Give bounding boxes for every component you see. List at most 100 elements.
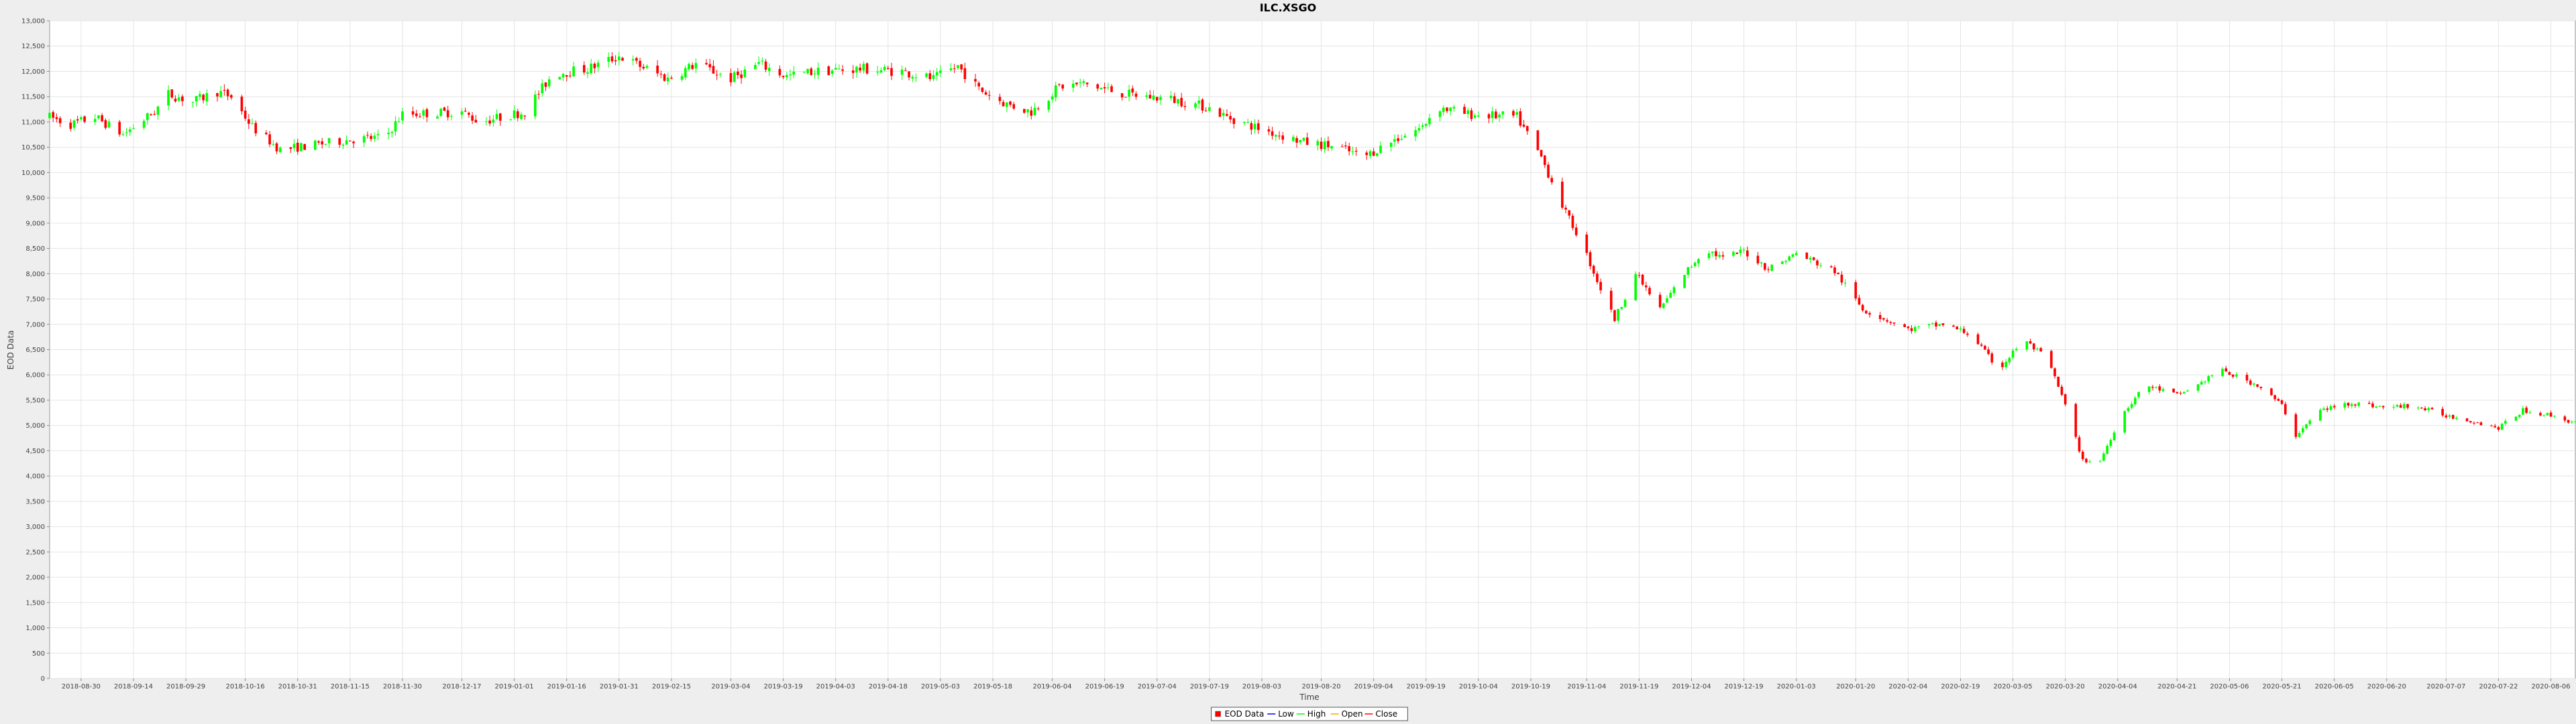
candle-body (1990, 353, 1994, 363)
candle (1564, 204, 1567, 214)
candle (590, 58, 592, 75)
candle (240, 95, 244, 115)
candle (2235, 372, 2238, 379)
candle (107, 119, 111, 129)
candle (2207, 375, 2210, 384)
candle (764, 58, 767, 72)
candle-body (2221, 369, 2224, 376)
candle-body (635, 58, 638, 61)
candle-body (1585, 234, 1589, 253)
candle-body (1012, 104, 1016, 109)
candle (558, 76, 561, 80)
candle-body (610, 56, 614, 62)
candle-body (425, 109, 429, 117)
candle (2008, 356, 2011, 365)
candle (2448, 414, 2451, 419)
candle (1648, 286, 1651, 296)
candle-body (1197, 101, 1201, 104)
candle (2057, 376, 2060, 387)
candle (1599, 278, 1602, 294)
candle-body (1907, 326, 1910, 328)
candle (2350, 402, 2353, 409)
candle-body (1177, 99, 1179, 104)
candle (55, 113, 58, 123)
candle (1246, 118, 1249, 124)
candle (1809, 255, 1812, 263)
candle (684, 65, 687, 80)
candle (509, 119, 513, 121)
candle (2371, 401, 2374, 409)
candle (572, 62, 575, 77)
candle-body (1033, 107, 1036, 115)
candle-body (1805, 253, 1809, 259)
candle-body (2088, 461, 2091, 463)
candle (2332, 404, 2336, 410)
candle (436, 114, 439, 119)
candle (1278, 131, 1281, 140)
candle-body (248, 119, 250, 124)
candle-body (1571, 215, 1574, 229)
candle (2528, 410, 2532, 414)
x-tick-label: 2019-10-04 (1459, 683, 1498, 690)
candle-body (268, 134, 271, 145)
candle-body (327, 138, 331, 143)
candle-body (1061, 84, 1064, 89)
candle (1959, 326, 1962, 333)
candle-body (666, 77, 669, 82)
candle-body (1246, 122, 1249, 123)
candle (1574, 223, 1578, 237)
candle-body (1428, 118, 1431, 125)
candle-body (303, 143, 306, 150)
candle (1222, 109, 1225, 121)
candle (1666, 295, 1668, 303)
candle (2430, 407, 2434, 410)
x-tick-label: 2020-02-19 (1941, 683, 1980, 690)
candle-body (1686, 267, 1690, 275)
candle-body (862, 64, 865, 71)
candle (104, 118, 107, 130)
candle-body (1833, 267, 1836, 274)
candle-body (422, 110, 425, 116)
candle-body (1250, 123, 1253, 130)
candle (789, 69, 792, 81)
legend-item: EOD Data (1215, 709, 1264, 719)
candle (1243, 121, 1246, 126)
x-tick-label: 2020-04-21 (2157, 683, 2196, 690)
candle-body (2204, 381, 2206, 383)
candle (58, 116, 62, 127)
candle-body (2011, 350, 2015, 358)
candle (1980, 343, 1983, 347)
candle (904, 67, 907, 71)
candle-body (1984, 345, 1986, 350)
candle (2514, 416, 2518, 422)
candle-body (240, 97, 244, 111)
candle (513, 105, 516, 120)
candle-body (1543, 156, 1546, 166)
candle (544, 82, 547, 91)
candle-body (2424, 408, 2426, 411)
candle (516, 109, 519, 121)
legend-box (1211, 707, 1408, 721)
candle-body (513, 110, 516, 119)
candle (1452, 105, 1456, 112)
candle (1424, 123, 1428, 129)
candle (827, 65, 830, 76)
candle-body (1952, 325, 1955, 327)
candle (1658, 292, 1662, 309)
candle (1742, 247, 1746, 253)
candle (485, 117, 488, 126)
candle-body (1424, 123, 1428, 126)
candle (981, 87, 984, 94)
candle (327, 137, 331, 148)
candle (69, 119, 72, 131)
candle (659, 70, 663, 78)
candle (761, 57, 764, 66)
y-tick-label: 10,000 (21, 170, 45, 177)
y-tick-label: 2,000 (25, 575, 45, 582)
candle (376, 129, 380, 141)
candle (1194, 101, 1197, 111)
candle (631, 55, 635, 66)
candle (2420, 406, 2423, 409)
candle-body (1641, 274, 1644, 285)
candle (806, 68, 809, 75)
